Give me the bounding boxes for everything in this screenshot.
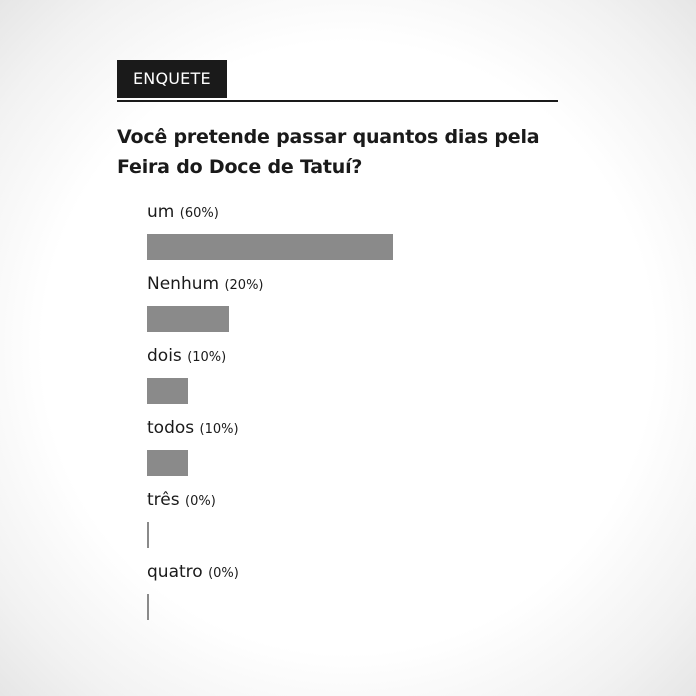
- poll-option: quatro (0%): [147, 560, 547, 620]
- poll-option-label: dois (10%): [147, 344, 547, 368]
- poll-option-name: Nenhum: [147, 274, 220, 294]
- poll-option-label: todos (10%): [147, 416, 547, 440]
- poll-option-label: um (60%): [147, 200, 547, 224]
- poll-bar-track: [147, 234, 547, 260]
- poll-bar-track: [147, 594, 547, 620]
- poll-option-name: todos: [147, 418, 195, 438]
- poll-question: Você pretende passar quantos dias pela F…: [117, 126, 540, 178]
- poll-option-name: quatro: [147, 562, 203, 582]
- poll-bar: [147, 522, 149, 548]
- poll-option: dois (10%): [147, 344, 547, 404]
- poll-option-name: um: [147, 202, 175, 222]
- poll-option-percent: (10%): [199, 422, 239, 437]
- poll-option: um (60%): [147, 200, 547, 260]
- poll-bar-track: [147, 378, 547, 404]
- poll-option-percent: (0%): [208, 566, 239, 581]
- poll-option: Nenhum (20%): [147, 272, 547, 332]
- poll-option-percent: (0%): [185, 494, 216, 509]
- poll-options: um (60%) Nenhum (20%) dois (10%) todos (10%…: [117, 200, 558, 630]
- poll-bar: [147, 378, 188, 404]
- poll-option-name: três: [147, 490, 180, 510]
- poll-option-percent: (60%): [179, 206, 219, 221]
- poll-bar: [147, 594, 149, 620]
- poll-option: três (0%): [147, 488, 547, 548]
- poll-option-name: dois: [147, 346, 182, 366]
- poll-bar: [147, 234, 393, 260]
- poll-widget: ENQUETE Você pretende passar quantos dia…: [117, 60, 558, 630]
- poll-bar-track: [147, 522, 547, 548]
- poll-bar-track: [147, 450, 547, 476]
- poll-bar-track: [147, 306, 547, 332]
- poll-option-label: Nenhum (20%): [147, 272, 547, 296]
- poll-bar: [147, 306, 229, 332]
- poll-option-percent: (10%): [187, 350, 227, 365]
- poll-option: todos (10%): [147, 416, 547, 476]
- poll-option-label: quatro (0%): [147, 560, 547, 584]
- poll-tag: ENQUETE: [117, 60, 227, 98]
- poll-option-label: três (0%): [147, 488, 547, 512]
- poll-bar: [147, 450, 188, 476]
- poll-header: ENQUETE: [117, 60, 558, 102]
- poll-option-percent: (20%): [224, 278, 264, 293]
